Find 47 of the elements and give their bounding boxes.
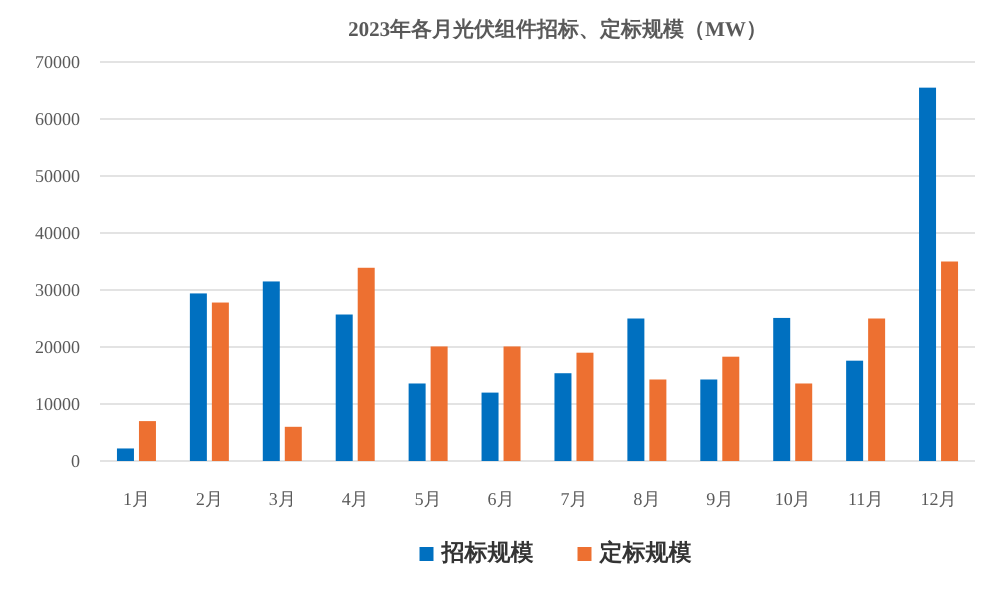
bar bbox=[408, 383, 426, 461]
y-tick-label: 10000 bbox=[35, 394, 80, 414]
y-tick-label: 40000 bbox=[35, 223, 80, 243]
x-tick-label: 9月 bbox=[706, 489, 734, 509]
x-tick-label: 1月 bbox=[122, 489, 150, 509]
chart-title: 2023年各月光伏组件招标、定标规模（MW） bbox=[348, 17, 767, 41]
bar bbox=[941, 262, 958, 461]
bar bbox=[358, 268, 375, 461]
x-tick-label: 11月 bbox=[848, 489, 884, 509]
x-tick-label: 7月 bbox=[560, 489, 588, 509]
bar bbox=[919, 88, 936, 461]
bar bbox=[430, 346, 448, 461]
x-tick-label: 3月 bbox=[268, 489, 296, 509]
x-tick-label: 12月 bbox=[920, 489, 957, 509]
bar bbox=[482, 392, 499, 461]
x-tick-label: 6月 bbox=[488, 489, 515, 509]
bar bbox=[284, 426, 302, 461]
bar bbox=[773, 318, 790, 461]
y-tick-label: 70000 bbox=[35, 52, 80, 72]
y-tick-label: 60000 bbox=[35, 109, 80, 129]
bar bbox=[576, 352, 594, 461]
y-tick-label: 0 bbox=[71, 451, 80, 471]
bar bbox=[554, 373, 572, 461]
x-tick-label: 5月 bbox=[414, 489, 442, 509]
bar bbox=[795, 383, 812, 461]
bar bbox=[700, 379, 718, 461]
bar bbox=[722, 356, 740, 461]
bar bbox=[504, 346, 521, 461]
bar bbox=[262, 281, 280, 461]
bar bbox=[212, 302, 229, 461]
bar bbox=[868, 318, 886, 461]
bar bbox=[649, 379, 666, 461]
y-tick-label: 30000 bbox=[35, 280, 80, 300]
x-tick-label: 8月 bbox=[633, 489, 660, 509]
legend-label: 定标规模 bbox=[598, 539, 692, 566]
bar bbox=[138, 421, 156, 461]
bar bbox=[336, 314, 353, 461]
x-tick-label: 4月 bbox=[342, 489, 369, 509]
x-tick-label: 10月 bbox=[774, 489, 811, 509]
legend-label: 招标规模 bbox=[440, 540, 534, 566]
x-tick-label: 2月 bbox=[196, 489, 223, 509]
bar bbox=[190, 293, 207, 461]
y-tick-label: 50000 bbox=[35, 166, 80, 186]
bar bbox=[627, 318, 644, 461]
bar bbox=[116, 448, 134, 461]
bar bbox=[846, 360, 864, 461]
y-tick-label: 20000 bbox=[35, 337, 80, 357]
